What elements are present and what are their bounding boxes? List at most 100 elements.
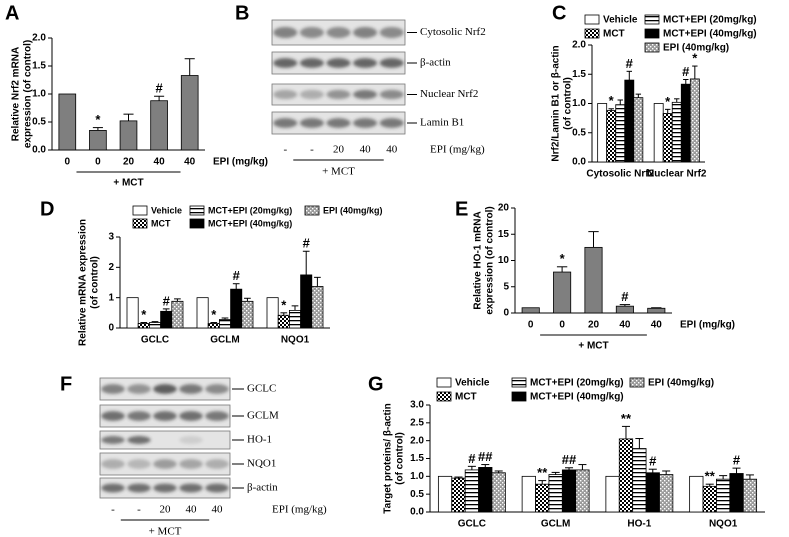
row-label: β-actin — [420, 57, 451, 69]
bar — [451, 477, 466, 513]
x-tick-label: Cytosolic Nrf2 — [586, 169, 654, 180]
significance-mark: * — [560, 251, 566, 266]
legend-swatch — [189, 218, 205, 229]
legend-label: MCT+EPI (40mg/kg) — [663, 29, 757, 40]
x-tick-label: Nuclear Nrf2 — [647, 169, 707, 180]
bar — [137, 323, 150, 329]
y-axis-label: Relative mRNA expression — [78, 219, 89, 346]
significance-mark: ** — [705, 469, 716, 484]
panel-letter: A — [5, 2, 19, 24]
lane-label: 20 — [333, 144, 345, 156]
y-tick-label: 0.0 — [32, 145, 46, 156]
bar — [702, 485, 717, 513]
x-tick-label: HO-1 — [627, 519, 651, 530]
y-tick-label: 2.0 — [410, 435, 424, 446]
x-tick-label: 40 — [619, 320, 631, 331]
y-axis-label: Target proteins/ β-actin — [383, 403, 394, 513]
blot-band — [179, 411, 203, 421]
bar — [119, 120, 138, 151]
panel-letter: E — [455, 198, 468, 220]
blot-band — [353, 118, 378, 128]
blot-band — [326, 27, 351, 38]
bar — [196, 297, 209, 329]
bar — [729, 473, 744, 513]
legend-swatch — [584, 28, 600, 39]
significance-mark: # — [163, 293, 171, 308]
bar — [575, 469, 590, 513]
legend-swatch — [436, 377, 452, 388]
y-tick-label: 2 — [108, 262, 114, 273]
significance-mark: ** — [537, 465, 548, 480]
bar — [624, 79, 635, 163]
significance-mark: * — [95, 112, 101, 127]
x-tick-label: NQO1 — [281, 335, 310, 346]
legend-label: MCT+EPI (20mg/kg) — [208, 205, 292, 215]
dose-label: EPI (mg/kg) — [272, 504, 327, 516]
y-axis-label: (of control) — [563, 77, 574, 130]
blot-band — [179, 384, 203, 394]
bar — [671, 101, 682, 163]
lane-label: 40 — [386, 144, 398, 156]
blot-band — [101, 483, 125, 493]
y-axis-label: (of control) — [90, 256, 101, 309]
legend-label: MCT+EPI (40mg/kg) — [208, 218, 292, 228]
bar — [148, 322, 161, 329]
significance-mark: # — [303, 236, 311, 251]
y-tick-label: 20 — [498, 203, 510, 214]
significance-mark: ** — [621, 411, 632, 426]
significance-mark: * — [141, 307, 147, 322]
bar — [689, 475, 704, 513]
row-label: Cytosolic Nrf2 — [420, 26, 486, 38]
bar — [742, 478, 758, 513]
group-label: + MCT — [149, 526, 182, 537]
bar — [230, 288, 243, 329]
legend-swatch — [304, 205, 320, 216]
bar — [680, 83, 691, 163]
bar — [277, 314, 290, 329]
bar — [171, 300, 184, 329]
blot-band — [127, 411, 151, 421]
x-tick-label: GCLC — [141, 335, 169, 346]
legend-label: EPI (40mg/kg) — [648, 378, 714, 389]
x-tick-label: 0 — [65, 157, 71, 168]
x-axis-label: EPI (mg/kg) — [213, 157, 268, 168]
x-tick-label: 40 — [184, 157, 196, 168]
blot-band — [127, 483, 151, 493]
bar — [491, 472, 506, 513]
row-label: β-actin — [247, 482, 278, 494]
bar — [300, 274, 313, 329]
bar — [478, 467, 493, 513]
blot-band — [179, 459, 203, 469]
y-axis-label: expression (of control) — [23, 40, 34, 148]
blot-band — [179, 483, 203, 493]
bar — [160, 310, 173, 329]
x-tick-label: 20 — [588, 320, 600, 331]
blot-band — [273, 58, 298, 68]
dose-label: EPI (mg/kg) — [430, 144, 485, 156]
blot-band — [101, 384, 125, 394]
significance-mark: # — [233, 268, 241, 283]
bar — [633, 97, 644, 163]
blot-band — [273, 89, 298, 100]
bar — [605, 475, 620, 513]
significance-mark: # — [468, 451, 476, 466]
blot-band — [273, 27, 298, 38]
y-tick-label: 0.0 — [410, 507, 424, 518]
bar — [606, 110, 617, 163]
legend-swatch — [511, 391, 527, 402]
blot-band — [127, 436, 151, 444]
blot-band — [353, 89, 378, 100]
bar — [645, 472, 660, 513]
legend-label: MCT+EPI (20mg/kg) — [530, 378, 624, 389]
x-tick-label: 40 — [651, 320, 663, 331]
blot-band — [379, 118, 404, 128]
y-tick-label: 1.5 — [572, 69, 586, 80]
significance-mark: * — [692, 50, 698, 65]
bar — [218, 319, 231, 329]
y-tick-label: 1.5 — [32, 61, 46, 72]
y-tick-label: 3 — [108, 232, 114, 243]
lane-label: - — [137, 504, 141, 516]
y-tick-label: 0.5 — [572, 127, 586, 138]
legend-label: Vehicle — [151, 205, 182, 215]
row-label: HO-1 — [247, 434, 272, 446]
